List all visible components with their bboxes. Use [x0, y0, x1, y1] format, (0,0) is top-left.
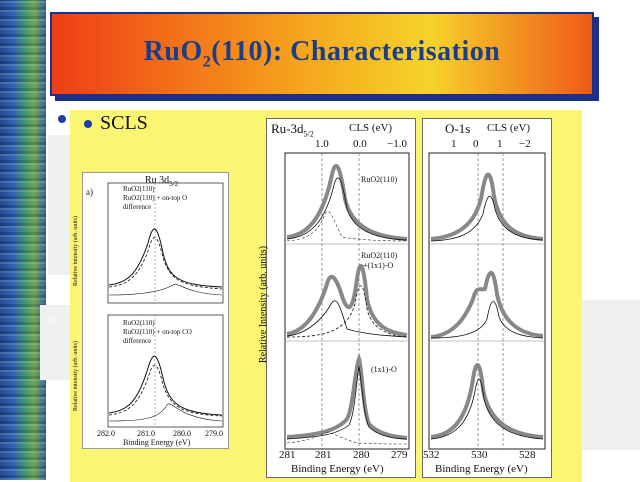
o-1s-panel: O-1s CLS (eV) 1 0 1 −2 532 530 528 Bindi… — [422, 118, 552, 478]
ru-spectra-plot — [284, 152, 410, 450]
x-tick: 528 — [519, 449, 536, 461]
x-tick: 279.0 — [205, 429, 223, 438]
cls-tick: −1.0 — [387, 138, 407, 150]
legend-b-1: RuO2(110) — [123, 319, 155, 327]
x-axis-label: Binding Energy (eV) — [123, 438, 191, 447]
spectrum-label-rutile-o: RuO2(110) — [361, 251, 398, 260]
cls-tick: 1.0 — [315, 138, 329, 150]
title-banner: RuO2(110): Characterisation — [50, 12, 594, 96]
x-tick: 279 — [391, 449, 408, 461]
o-spectra-plot — [428, 152, 546, 450]
left-figure-plot — [107, 182, 224, 428]
bullet-icon — [84, 120, 92, 128]
panel-a-label: a) — [86, 187, 93, 197]
ru-panel-header: Ru-3d5/2 — [271, 121, 314, 139]
x-tick: 281.0 — [137, 429, 155, 438]
legend-a-3: difference — [123, 203, 152, 211]
x-tick: 281 — [315, 449, 332, 461]
decorative-side-bar — [0, 0, 46, 480]
x-tick: 532 — [423, 449, 440, 461]
bullet-text: SCLS — [100, 112, 148, 134]
legend-a-1: RuO2(110) — [123, 185, 155, 193]
o-cls-label: CLS (eV) — [487, 122, 531, 134]
x-tick: 280.0 — [173, 429, 191, 438]
spectrum-label-plus-o: +(1x1)-O — [363, 261, 394, 270]
x-tick: 530 — [471, 449, 488, 461]
ru-3d-comparison-figure: Ru 3d5/2 a) b) RuO2(110) RuO2(110) + on-… — [47, 172, 229, 449]
figure-header: Ru 3d5/2 — [145, 175, 179, 188]
cls-tick: 0.0 — [353, 138, 367, 150]
slide-title: RuO2(110): Characterisation — [143, 36, 501, 71]
y-axis-label-a: Relative intensity (arb. units) — [72, 216, 79, 286]
bullet-icon — [58, 115, 66, 123]
legend-a-2: RuO2(110) + on-top O — [123, 194, 188, 202]
ru-3d-panel: Ru-3d5/2 CLS (eV) 1.0 0.0 −1.0 Relative … — [258, 118, 416, 478]
legend-b-3: difference — [123, 337, 152, 345]
x-tick: 281 — [279, 449, 296, 461]
legend-b-2: RuO2(110) + on-top CO — [123, 328, 192, 336]
spectrum-label-1x1-o: (1x1)-O — [371, 365, 397, 374]
cls-tick: 1 — [451, 138, 457, 150]
x-tick: 280 — [353, 449, 370, 461]
cls-tick: 1 — [497, 138, 503, 150]
ru-cls-label: CLS (eV) — [349, 122, 393, 134]
x-tick: 282.0 — [97, 429, 115, 438]
x-axis-label: Binding Energy (eV) — [291, 463, 384, 475]
panel-b-label: b) — [47, 315, 56, 326]
x-axis-label: Binding Energy (eV) — [435, 463, 528, 475]
o-panel-header: O-1s — [445, 121, 471, 136]
cls-tick: −2 — [519, 138, 531, 150]
cls-tick: 0 — [473, 138, 479, 150]
y-axis-label-b: Relative intensity (arb. units) — [72, 341, 79, 411]
spectrum-label-rutile: RuO2(110) — [361, 175, 398, 184]
